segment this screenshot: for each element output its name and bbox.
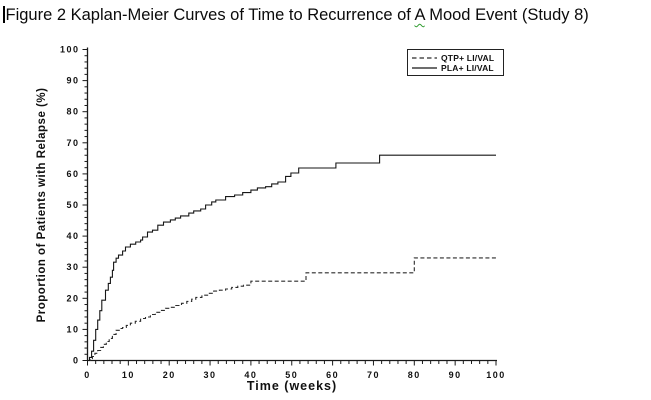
x-tick-label: 80 bbox=[408, 370, 421, 380]
x-tick-label: 50 bbox=[285, 370, 298, 380]
y-tick-label: 30 bbox=[66, 262, 79, 272]
x-tick-label: 20 bbox=[163, 370, 176, 380]
text-cursor bbox=[3, 6, 5, 23]
x-tick-label: 10 bbox=[122, 370, 135, 380]
series-qtp-li-val-curve bbox=[87, 257, 496, 362]
y-tick-label: 40 bbox=[66, 231, 79, 241]
figure-title[interactable]: Figure 2 Kaplan-Meier Curves of Time to … bbox=[3, 6, 648, 25]
figure-title-suffix: Mood Event (Study 8) bbox=[424, 6, 589, 24]
y-tick-label: 70 bbox=[66, 138, 79, 148]
x-tick-label: 90 bbox=[449, 370, 462, 380]
x-tick-label: 40 bbox=[244, 370, 257, 380]
y-tick-label: 90 bbox=[66, 76, 79, 86]
x-tick-label: 60 bbox=[326, 370, 339, 380]
x-tick-label: 70 bbox=[367, 370, 380, 380]
legend-label-pla-li-val: PLA+ LI/VAL bbox=[441, 63, 494, 73]
y-tick-label: 100 bbox=[60, 45, 80, 55]
y-tick-label: 60 bbox=[66, 169, 79, 179]
y-tick-label: 20 bbox=[66, 293, 79, 303]
x-axis-title: Time (weeks) bbox=[247, 379, 337, 393]
figure-title-prefix: Figure 2 Kaplan-Meier Curves of Time to … bbox=[5, 6, 415, 24]
y-tick-label: 50 bbox=[66, 200, 79, 210]
legend-box bbox=[407, 49, 504, 76]
y-tick-label: 10 bbox=[66, 324, 79, 334]
y-tick-label: 80 bbox=[66, 107, 79, 117]
x-tick-label: 0 bbox=[84, 370, 91, 380]
x-axis-ticks: 0 10 20 30 40 50 60 70 80 90 100 bbox=[84, 360, 506, 380]
x-tick-label: 30 bbox=[204, 370, 217, 380]
y-tick-label: 0 bbox=[73, 356, 80, 366]
legend-label-qtp-li-val: QTP+ LI/VAL bbox=[441, 53, 494, 63]
axes bbox=[86, 47, 497, 362]
series-pla-li-val-curve bbox=[87, 154, 496, 362]
y-axis-ticks: 0 10 20 30 40 50 60 70 80 90 100 bbox=[60, 45, 88, 366]
y-axis-title: Proportion of Patients with Relapse (%) bbox=[36, 88, 48, 323]
x-tick-label: 100 bbox=[486, 370, 506, 380]
spellcheck-flagged-word: A bbox=[414, 6, 425, 24]
